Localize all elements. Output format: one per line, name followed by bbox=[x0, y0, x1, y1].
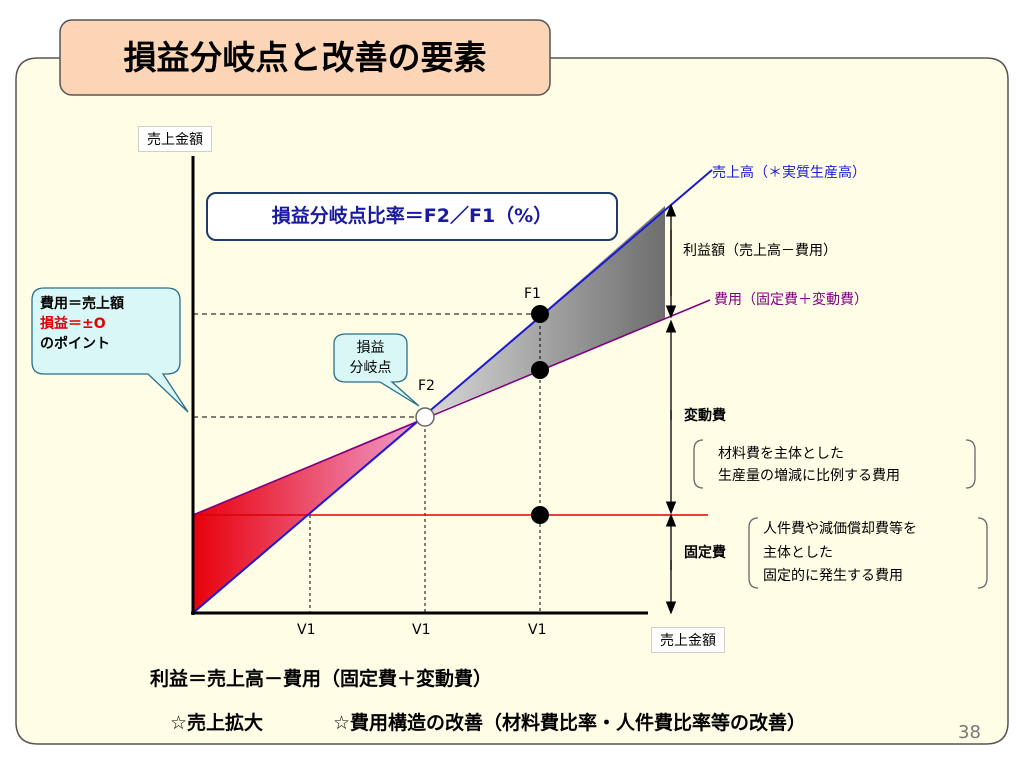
annotation-variable-desc2: 生産量の増減に比例する費用 bbox=[718, 468, 900, 484]
series-label-cost: 費用（固定費＋変動費） bbox=[714, 292, 868, 308]
point-f2 bbox=[415, 407, 435, 427]
x-tick-label: V1 bbox=[412, 622, 431, 638]
x-axis-label: 売上金額 bbox=[651, 627, 725, 653]
callout-bep-line2: 分岐点 bbox=[349, 360, 392, 376]
formula-text: 損益分岐点比率＝F2／F1（%） bbox=[271, 205, 553, 227]
title-tab bbox=[59, 19, 551, 96]
footer-cost-structure: ☆費用構造の改善（材料費比率・人件費比率等の改善） bbox=[333, 712, 807, 734]
sales-line bbox=[192, 169, 713, 614]
callout-left-line3: のポイント bbox=[40, 336, 110, 352]
annotation-fixed-desc2: 主体とした bbox=[763, 545, 833, 561]
brackets bbox=[693, 439, 988, 589]
point-label-f2: F2 bbox=[418, 378, 435, 394]
callout-bep bbox=[333, 333, 420, 407]
x-tick-label: V1 bbox=[528, 622, 547, 638]
page-number: 38 bbox=[958, 722, 981, 743]
callout-left-line1: 費用＝売上額 bbox=[40, 296, 124, 312]
callout-left-line2: 損益＝±O bbox=[40, 316, 106, 332]
point-cost bbox=[531, 361, 549, 379]
slide-title: 損益分岐点と改善の要素 bbox=[123, 38, 487, 77]
annotation-profit: 利益額（売上高－費用） bbox=[683, 243, 837, 259]
formula-box bbox=[206, 192, 618, 241]
annotation-fixed-desc1: 人件費や減価償却費等を bbox=[763, 521, 917, 537]
point-f1 bbox=[531, 305, 549, 323]
y-axis-label: 売上金額 bbox=[138, 126, 212, 152]
footer-formula: 利益＝売上高－費用（固定費＋変動費） bbox=[150, 668, 493, 690]
cost-line bbox=[192, 299, 711, 516]
footer-sales-expansion: ☆売上拡大 bbox=[170, 712, 264, 734]
annotation-variable-desc1: 材料費を主体とした bbox=[718, 446, 844, 462]
slide-frame bbox=[15, 57, 1009, 745]
annotation-variable: 変動費 bbox=[684, 408, 726, 424]
x-tick-label: V1 bbox=[297, 622, 316, 638]
callout-left bbox=[31, 287, 189, 413]
point-label-f1: F1 bbox=[524, 286, 541, 302]
series-label-sales: 売上高（＊実質生産高） bbox=[712, 165, 866, 181]
annotation-fixed-desc3: 固定的に発生する費用 bbox=[763, 568, 903, 584]
callout-bep-line1: 損益 bbox=[356, 340, 385, 356]
annotation-fixed: 固定費 bbox=[684, 545, 726, 561]
point-fixed bbox=[531, 506, 549, 524]
